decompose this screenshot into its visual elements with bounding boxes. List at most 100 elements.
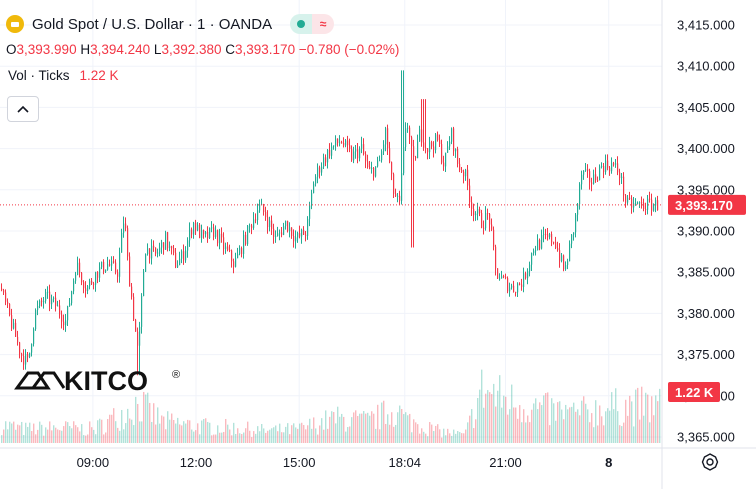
market-open-dot-icon[interactable] (290, 14, 313, 34)
candle-body (547, 234, 549, 238)
volume-bar (529, 422, 531, 443)
volume-bar (289, 434, 291, 443)
candle-body (227, 246, 229, 251)
candle-body (441, 144, 443, 163)
volume-bar (465, 429, 467, 443)
candle-body (107, 264, 109, 270)
volume-bar (95, 434, 97, 443)
candle-body (207, 232, 209, 238)
candle-body (83, 282, 85, 289)
volume-bar (21, 421, 23, 443)
candle-body (621, 176, 623, 178)
y-tick-label: 3,385.000 (677, 265, 735, 280)
volume-bar (3, 429, 5, 443)
collapse-legend-button[interactable] (7, 96, 39, 122)
candle-body (595, 174, 597, 181)
volume-bar (19, 425, 21, 443)
candle-body (447, 146, 449, 153)
candle-body (103, 261, 105, 272)
volume-bar (75, 425, 77, 443)
volume-bar (69, 426, 71, 443)
candle-body (473, 208, 475, 216)
wave-icon[interactable]: ≈ (312, 14, 335, 34)
chart-settings-button[interactable] (699, 451, 721, 473)
candle-body (421, 129, 423, 143)
volume-bar (55, 427, 57, 443)
volume-bar (277, 431, 279, 443)
volume-bar (193, 431, 195, 443)
volume-bar (211, 435, 213, 443)
candle-body (59, 305, 61, 315)
volume-bar (327, 428, 329, 443)
volume-bar (469, 415, 471, 443)
time-axis[interactable]: 09:00 12:00 15:00 18:04 21:00 8 (0, 447, 756, 470)
symbol-title[interactable]: Gold Spot / U.S. Dollar · 1 · OANDA (32, 15, 273, 33)
candle-body (509, 287, 511, 292)
volume-bar (189, 420, 191, 443)
volume-bar (363, 411, 365, 443)
candle-body (475, 213, 477, 216)
candle-body (309, 205, 311, 219)
volume-bar (7, 429, 9, 443)
volume-bar (157, 407, 159, 443)
volume-bar (183, 421, 185, 443)
candle-body (443, 162, 445, 167)
candle-body (323, 157, 325, 167)
candle-body (175, 252, 177, 268)
candle-body (483, 227, 485, 229)
candle-body (99, 267, 101, 278)
volume-bar (479, 389, 481, 443)
candle-body (13, 322, 15, 329)
candle-body (77, 262, 79, 275)
candle-body (633, 203, 635, 208)
volume-bar (461, 433, 463, 443)
candle-body (155, 247, 157, 254)
volume-bar (265, 432, 267, 443)
candle-body (233, 261, 235, 267)
volume-bar (215, 434, 217, 443)
volume-bar (321, 418, 323, 443)
candle-body (575, 214, 577, 233)
x-tick-label: 09:00 (77, 455, 110, 470)
volume-bar (199, 434, 201, 443)
candle-body (57, 305, 59, 307)
volume-bar (101, 419, 103, 443)
candle-body (257, 210, 259, 221)
candle-body (497, 268, 499, 279)
volume-bar (325, 410, 327, 443)
volume-legend[interactable]: Vol · Ticks 1.22 K (8, 68, 119, 83)
candle-body (201, 230, 203, 238)
candle-body (469, 185, 471, 203)
candle-body (93, 283, 95, 285)
volume-bar (267, 430, 269, 443)
volume-bar (307, 425, 309, 443)
volume-bar (17, 424, 19, 443)
candle-body (581, 174, 583, 185)
candle-body (211, 227, 213, 229)
volume-bar (631, 401, 633, 443)
candle-body (199, 224, 201, 238)
volume-bar (503, 395, 505, 443)
volume-bar (639, 419, 641, 443)
candle-body (205, 232, 207, 235)
volume-bar (291, 425, 293, 443)
volume-bar (597, 425, 599, 443)
chart-legend: Gold Spot / U.S. Dollar · 1 · OANDA ≈ (6, 14, 335, 34)
status-pill[interactable]: ≈ (290, 14, 335, 34)
candle-body (319, 167, 321, 173)
price-axis[interactable]: 3,415.000 3,410.000 3,405.000 3,400.000 3,39… (661, 0, 746, 489)
volume-bar (221, 432, 223, 443)
volume-bar (141, 421, 143, 443)
volume-bar (29, 422, 31, 443)
candle-body (639, 202, 641, 204)
kitco-wordmark: KITCO (64, 366, 148, 396)
candle-body (591, 182, 593, 184)
candle-body (585, 169, 587, 171)
volume-bar (413, 419, 415, 443)
volume-bar (535, 398, 537, 443)
candle-body (117, 272, 119, 277)
volume-bar (591, 413, 593, 443)
volume-bar (9, 421, 11, 443)
candle-body (629, 197, 631, 199)
